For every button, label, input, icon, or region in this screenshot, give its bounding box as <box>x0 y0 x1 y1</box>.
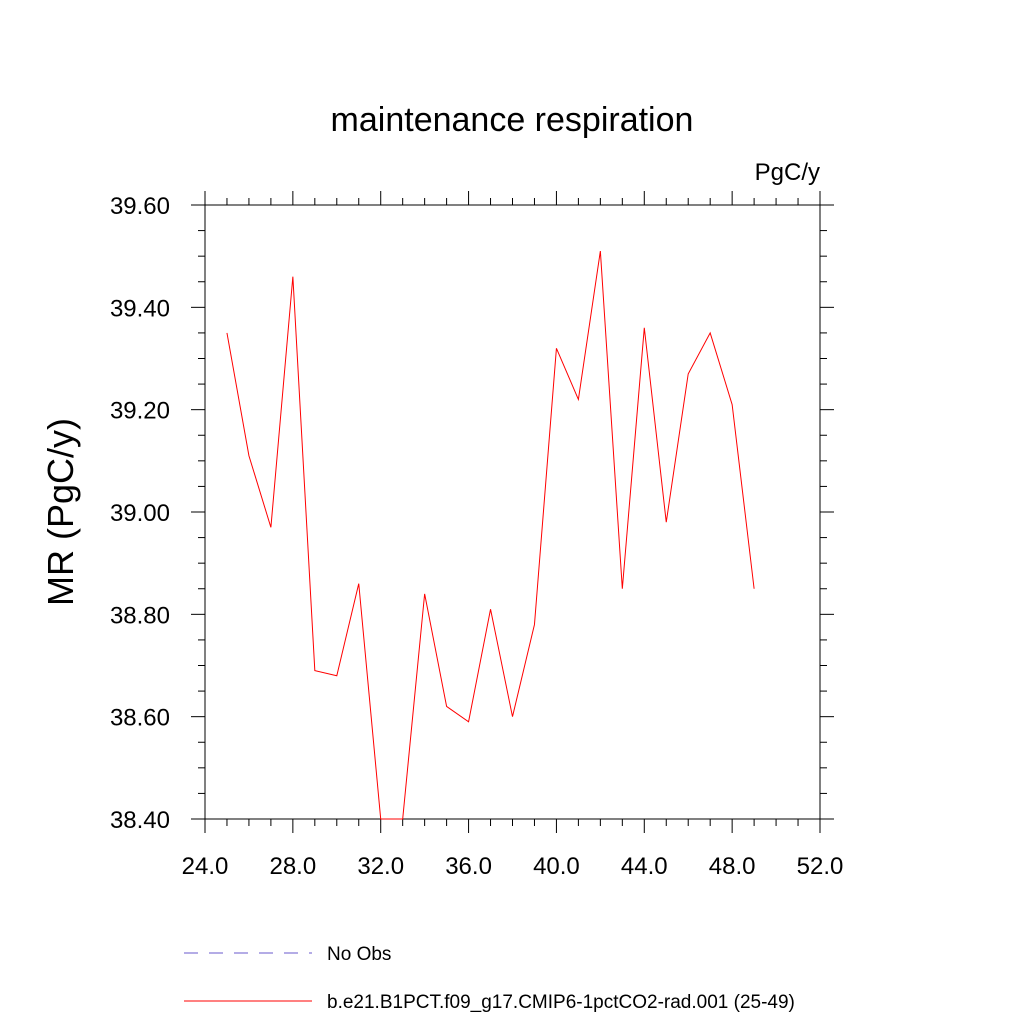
x-tick-label: 40.0 <box>533 853 580 880</box>
units-label: PgC/y <box>755 159 820 186</box>
x-tick-label: 36.0 <box>445 853 492 880</box>
x-tick-labels: 24.0 28.0 32.0 36.0 40.0 44.0 48.0 52.0 <box>182 853 844 880</box>
y-tick-label: 39.40 <box>110 295 170 322</box>
x-tick-label: 32.0 <box>357 853 404 880</box>
series-layer <box>226 250 755 820</box>
plot-frame <box>204 204 821 820</box>
y-tick-label: 39.20 <box>110 398 170 425</box>
legend-label: No Obs <box>327 944 391 965</box>
x-tick-label: 48.0 <box>709 853 756 880</box>
x-tick-label: 24.0 <box>182 853 229 880</box>
y-tick-label: 38.60 <box>110 705 170 732</box>
x-tick-label: 52.0 <box>797 853 844 880</box>
axis-ticks <box>191 191 834 833</box>
y-tick-label: 39.00 <box>110 500 170 527</box>
legend-label: b.e21.B1PCT.f09_g17.CMIP6-1pctCO2-rad.00… <box>327 992 795 1013</box>
series-line <box>226 250 755 820</box>
y-tick-label: 38.40 <box>110 807 170 834</box>
y-axis-label: MR (PgC/y) <box>40 418 81 606</box>
y-tick-label: 39.60 <box>110 193 170 220</box>
x-tick-label: 44.0 <box>621 853 668 880</box>
y-tick-labels: 38.40 38.60 38.80 39.00 39.20 39.40 39.60 <box>110 193 170 834</box>
x-tick-label: 28.0 <box>269 853 316 880</box>
legend: No Obs b.e21.B1PCT.f09_g17.CMIP6-1pctCO2-… <box>184 944 795 1013</box>
chart-title: maintenance respiration <box>331 101 694 139</box>
y-tick-label: 38.80 <box>110 602 170 629</box>
